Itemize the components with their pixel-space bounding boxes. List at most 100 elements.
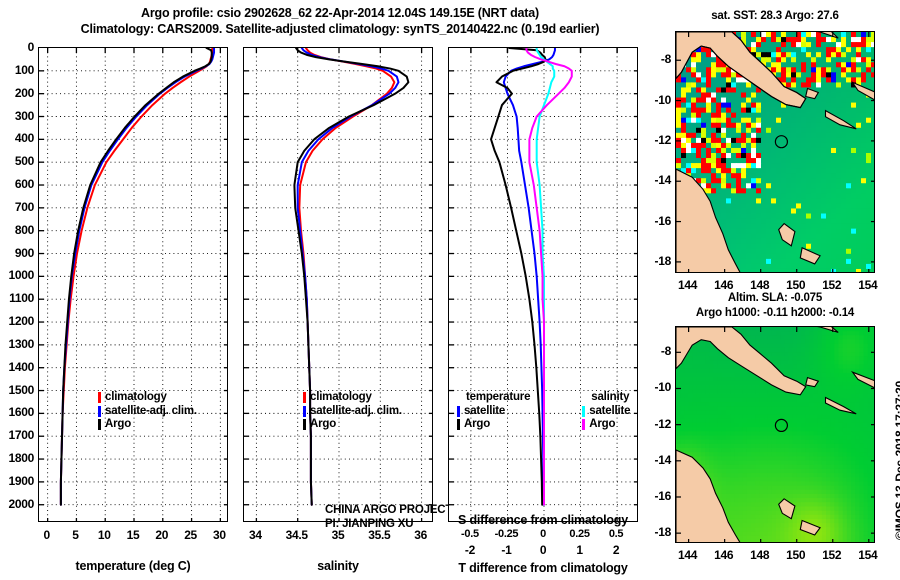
sst-map xyxy=(675,31,875,273)
legend-column: temperature satellite Argo xyxy=(457,391,530,432)
map-x-tick-label: 146 xyxy=(714,278,734,292)
depth-tick-label: 500 xyxy=(14,154,34,169)
project-credit-line-1: CHINA ARGO PROJECT xyxy=(325,504,453,516)
depth-tick-label: 1700 xyxy=(8,428,35,443)
project-credit: CHINA ARGO PROJECT PI: JIANPING XU xyxy=(325,503,452,531)
map-y-tick-label: -10 xyxy=(654,380,672,395)
axis-tick-label: 35 xyxy=(331,528,345,542)
map-x-tick-label: 144 xyxy=(678,548,698,562)
legend-color-swatch xyxy=(303,405,306,417)
map-x-tick-label: 152 xyxy=(822,278,842,292)
sla-map xyxy=(675,326,875,543)
axis-tick-label: 30 xyxy=(212,528,226,542)
map-x-tick-label: 154 xyxy=(858,278,878,292)
legend-label: climatology xyxy=(105,391,167,403)
sla-map-title-line-2: Argo h1000: -0.11 h2000: -0.14 xyxy=(695,307,855,319)
map-y-tick-label: -18 xyxy=(654,253,672,268)
legend-row: Argo xyxy=(98,418,197,432)
legend-label: satellite-adj. clim. xyxy=(105,404,197,417)
axis-tick-label: 1 xyxy=(576,543,583,557)
axis-tick-label: 35.5 xyxy=(368,528,391,542)
legend-row: Argo xyxy=(582,418,630,432)
depth-tick-label: 100 xyxy=(14,62,34,77)
difference-profile-plot xyxy=(449,48,637,521)
map-x-tick-label: 150 xyxy=(786,548,806,562)
legend-label: satellite xyxy=(464,404,506,417)
depth-tick-label: 700 xyxy=(14,199,34,214)
axis-tick-label: -1 xyxy=(501,543,512,557)
salinity-axis-label: salinity xyxy=(317,559,359,573)
depth-tick-label: 1400 xyxy=(8,359,35,374)
sla-map-title-line-1: Altim. SLA: -0.075 xyxy=(727,292,823,304)
map-x-tick-label: 148 xyxy=(750,278,770,292)
salinity-profile-plot xyxy=(244,48,432,521)
axis-tick-label: 0.5 xyxy=(608,528,624,540)
imos-timestamp-stamp: ©IMOS 13-Dec-2018 17:27:20 xyxy=(893,380,900,540)
temperature-profile-plot xyxy=(39,48,227,521)
depth-tick-label: 200 xyxy=(14,85,34,100)
legend-label: Argo xyxy=(589,418,616,430)
legend-label: satellite xyxy=(589,404,631,417)
figure-title-line-1: Argo profile: csio 2902628_62 22-Apr-201… xyxy=(141,6,539,20)
legend-row: satellite xyxy=(457,405,530,419)
legend-label: satellite-adj. clim. xyxy=(310,404,402,417)
legend-color-swatch xyxy=(98,392,101,404)
depth-tick-label: 1200 xyxy=(8,314,35,329)
axis-tick-label: 2 xyxy=(612,543,620,557)
axis-tick-label: 10 xyxy=(97,528,111,542)
axis-tick-label: 34 xyxy=(249,528,262,542)
map-y-tick-label: -12 xyxy=(654,132,672,147)
axis-tick-label: 0 xyxy=(540,528,546,540)
axis-tick-label: -0.5 xyxy=(461,528,479,540)
axis-tick-label: 25 xyxy=(184,528,197,542)
axis-tick-label: 0 xyxy=(539,543,547,557)
sla-map-field xyxy=(676,327,874,542)
legend-color-swatch xyxy=(98,405,101,417)
legend-label: Argo xyxy=(105,418,132,430)
axis-tick-label: 36 xyxy=(414,528,427,542)
legend-color-swatch xyxy=(457,405,460,417)
map-y-tick-label: -10 xyxy=(654,92,672,107)
map-y-tick-label: -8 xyxy=(660,344,671,359)
salinity-profile-panel xyxy=(243,47,433,522)
temperature-profile-panel xyxy=(38,47,228,522)
legend-row: satellite-adj. clim. xyxy=(98,405,197,419)
axis-tick-label: 15 xyxy=(126,528,140,542)
depth-tick-label: 1800 xyxy=(8,451,35,466)
map-x-tick-label: 144 xyxy=(678,278,698,292)
axis-tick-label: -0.25 xyxy=(494,528,519,540)
map-y-tick-label: -12 xyxy=(654,416,672,431)
legend-label: Argo xyxy=(310,418,337,430)
map-x-tick-label: 148 xyxy=(750,548,770,562)
axis-tick-label: 5 xyxy=(72,528,79,542)
depth-tick-label: 1300 xyxy=(8,336,35,351)
map-y-tick-label: -18 xyxy=(654,525,672,540)
depth-tick-label: 800 xyxy=(14,222,34,237)
difference-profile-panel xyxy=(448,47,638,522)
depth-tick-label: 1000 xyxy=(8,268,35,283)
legend-row: climatology xyxy=(303,391,402,405)
legend-column-header: salinity xyxy=(591,391,630,403)
depth-tick-label: 900 xyxy=(14,245,34,260)
depth-tick-label: 2000 xyxy=(8,496,35,511)
legend-color-swatch xyxy=(582,405,586,417)
map-x-tick-label: 152 xyxy=(822,548,842,562)
difference-bottom-axis-label: T difference from climatology xyxy=(458,561,628,575)
depth-tick-label: 0 xyxy=(27,40,35,54)
legend-row: satellite-adj. clim. xyxy=(303,405,402,419)
axis-tick-label: 34.5 xyxy=(285,528,308,542)
axis-tick-label: -2 xyxy=(464,543,475,557)
legend-color-swatch xyxy=(98,419,101,431)
depth-tick-label: 1600 xyxy=(8,405,35,420)
legend-color-swatch xyxy=(303,419,306,431)
legend-column: salinity satellite Argo xyxy=(582,391,631,432)
difference-panel-legend: temperature satellite Argo salinity satellit… xyxy=(457,391,631,432)
temperature-panel-legend: climatology satellite-adj. clim. Argo xyxy=(98,391,197,432)
map-x-tick-label: 150 xyxy=(786,278,806,292)
legend-column-header: temperature xyxy=(466,391,531,403)
map-y-tick-label: -16 xyxy=(654,488,672,503)
map-y-tick-label: -8 xyxy=(660,52,671,67)
legend-label: Argo xyxy=(464,418,491,430)
map-x-tick-label: 154 xyxy=(858,548,878,562)
legend-color-swatch xyxy=(303,392,306,404)
